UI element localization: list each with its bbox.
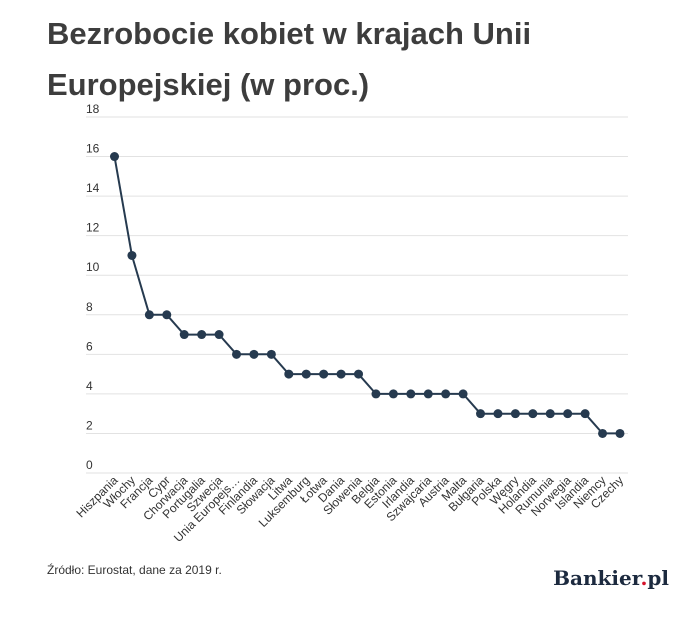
y-tick-label: 0 [86,458,93,472]
data-point [127,250,137,260]
data-point [249,349,259,359]
data-point [214,330,224,340]
data-point [493,409,503,419]
data-point [371,389,381,399]
data-point [144,310,154,320]
data-point [580,409,590,419]
data-point [336,369,346,379]
data-point [476,409,486,419]
data-point [110,152,119,162]
data-points [110,152,625,438]
data-point [354,369,364,379]
logo-tld: pl [647,566,669,590]
data-point [510,409,520,419]
series-line [113,156,620,435]
data-point [266,349,276,359]
data-point [545,409,555,419]
data-point [388,389,398,399]
y-tick-label: 2 [86,418,93,432]
data-point [615,428,625,438]
chart-title: Bezrobocie kobiet w krajach Unii Europej… [47,16,532,102]
logo-name: Bankier [553,566,641,590]
data-point [406,389,416,399]
data-point [197,330,207,340]
y-tick-label: 10 [86,260,100,274]
series-line-path [113,156,620,435]
data-point [284,369,294,379]
data-point [179,330,189,340]
logo-dot: . [640,566,648,590]
data-point [458,389,468,399]
y-axis-ticks: 0 2 4 6 8 10 12 14 16 18 [86,102,100,472]
y-tick-label: 14 [86,181,100,195]
data-point [598,428,608,438]
gridlines [86,116,628,474]
data-point [563,409,573,419]
x-axis-ticks: HiszpaniaWłochyFrancjaCyprChorwacjaPortu… [73,473,626,545]
y-tick-label: 8 [86,300,93,314]
y-tick-label: 18 [86,102,100,116]
data-point [232,349,242,359]
data-point [441,389,451,399]
data-point [162,310,172,320]
y-tick-label: 6 [86,339,93,353]
data-point [301,369,311,379]
data-point [528,409,538,419]
data-point [423,389,433,399]
y-tick-label: 12 [86,221,100,235]
y-tick-label: 4 [86,379,93,393]
y-tick-label: 16 [86,142,100,156]
source-note: Źródło: Eurostat, dane za 2019 r. [47,563,222,577]
data-point [319,369,329,379]
bankier-logo[interactable]: Bankier.pl [553,566,669,590]
